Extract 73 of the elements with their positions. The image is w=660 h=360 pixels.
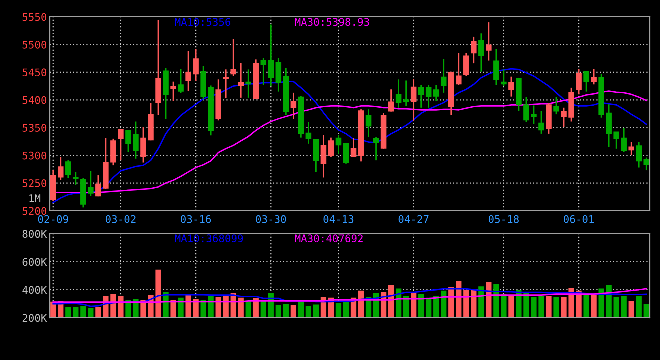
candlestick (464, 52, 470, 78)
candlestick (163, 67, 169, 120)
candlestick (418, 84, 424, 109)
candlestick (471, 36, 477, 64)
y-tick-label: 5400 (22, 96, 47, 104)
y-tick-label: 600K (22, 258, 48, 266)
candlestick (178, 68, 184, 94)
candlestick (426, 84, 432, 109)
candlestick (306, 122, 312, 145)
candlestick (238, 62, 244, 99)
x-tick-label: 03-16 (181, 215, 212, 224)
candlestick (328, 137, 334, 158)
y-tick-label: 5450 (22, 68, 47, 77)
text: 1M (30, 194, 41, 202)
candlestick (403, 80, 410, 107)
candlestick (501, 68, 507, 87)
candlestick (268, 24, 274, 87)
x-tick-label: 06-01 (564, 215, 594, 224)
candlestick (350, 138, 357, 158)
candlestick (538, 110, 544, 135)
candlestick (366, 108, 372, 138)
candlestick (260, 57, 267, 86)
y-tick-label: 5300 (22, 152, 47, 160)
candlestick (546, 102, 552, 135)
candlestick (230, 38, 236, 78)
candlestick (246, 68, 252, 99)
candlestick (591, 68, 597, 86)
candlestick (223, 68, 229, 100)
candlestick (584, 70, 590, 93)
y-tick-label: 400K (22, 286, 48, 294)
candlestick (373, 136, 380, 162)
y-tick-label: 5350 (22, 124, 47, 132)
y-tick-label: 5500 (22, 40, 47, 49)
candlestick (118, 128, 124, 162)
text: MA10:5356 (175, 18, 231, 26)
text: MA10:368099 (175, 234, 244, 243)
candlestick (343, 143, 350, 165)
candlestick (396, 78, 402, 109)
candlestick (290, 92, 297, 120)
candlestick (554, 96, 560, 116)
candlestick (433, 84, 440, 102)
candlestick (494, 48, 500, 86)
y-tick-label: 800K (22, 230, 48, 238)
candlestick (576, 68, 582, 96)
y-tick-label: 200K (22, 314, 48, 322)
text: MA30:407692 (295, 234, 363, 243)
candlestick (336, 134, 342, 155)
candlestick (478, 32, 484, 73)
line-series (52, 288, 648, 308)
x-tick-label: 05-18 (488, 215, 519, 224)
candlestick (313, 138, 320, 173)
candlestick (440, 58, 447, 94)
candlestick (486, 22, 492, 62)
candlestick (66, 160, 72, 179)
candlestick (320, 134, 327, 178)
x-tick-label: 03-02 (106, 215, 136, 224)
line-series (52, 288, 648, 304)
candlestick (156, 20, 162, 116)
candlestick (73, 172, 79, 186)
x-tick-label: 02-09 (38, 215, 68, 224)
candlestick (628, 142, 634, 156)
x-tick-label: 04-13 (324, 215, 354, 224)
x-tick-label: 03-30 (256, 215, 286, 224)
y-tick-label: 5550 (22, 13, 47, 22)
candlestick (276, 57, 282, 93)
x-tick-label: 04-27 (398, 215, 429, 224)
candlestick (170, 81, 176, 102)
candlestick (508, 76, 514, 98)
text: MA30:5398.93 (295, 18, 370, 26)
candlestick (388, 88, 394, 112)
y-tick-label: 5250 (22, 180, 47, 188)
y-tick-label: 5200 (22, 207, 47, 216)
candlestick (410, 78, 417, 122)
